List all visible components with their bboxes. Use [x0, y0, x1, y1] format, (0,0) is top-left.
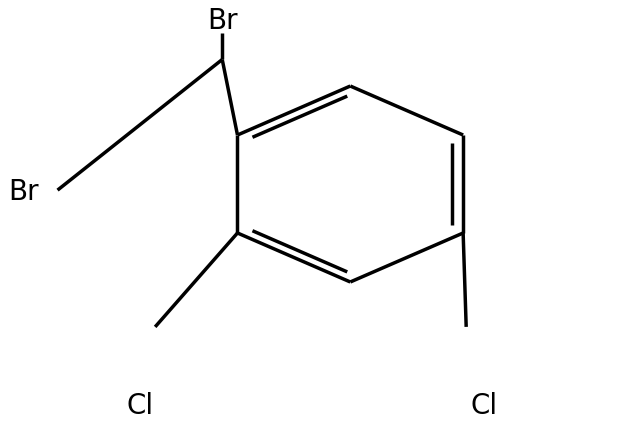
Text: Br: Br [207, 7, 238, 35]
Text: Cl: Cl [471, 392, 498, 420]
Text: Br: Br [9, 178, 39, 206]
Text: Cl: Cl [126, 392, 154, 420]
